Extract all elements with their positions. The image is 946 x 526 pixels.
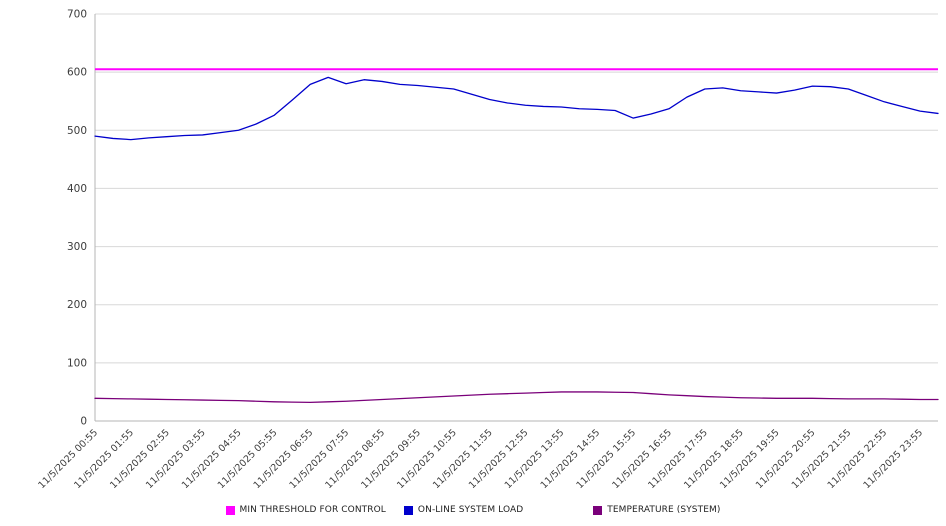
- legend-item-system-load: ON-LINE SYSTEM LOAD: [403, 505, 524, 515]
- legend-item-threshold: MIN THRESHOLD FOR CONTROL: [225, 505, 386, 515]
- y-tick-label-700: 700: [67, 9, 87, 21]
- legend-swatch-threshold: [225, 505, 235, 515]
- x-tick-label-0: 11/5/2025 00:55: [36, 427, 100, 491]
- series-line-0: [94, 76, 939, 141]
- legend-swatch-temperature: [593, 505, 603, 515]
- chart-legend: MIN THRESHOLD FOR CONTROL ON-LINE SYSTEM…: [0, 500, 946, 520]
- series-line-1: [94, 391, 939, 404]
- legend-item-temperature: TEMPERATURE (SYSTEM): [593, 505, 720, 515]
- y-tick-label-0: 0: [80, 416, 87, 428]
- legend-label-system-load: ON-LINE SYSTEM LOAD: [417, 505, 524, 515]
- y-tick-label-400: 400: [67, 183, 87, 195]
- y-tick-label-600: 600: [67, 67, 87, 79]
- y-tick-label-300: 300: [67, 241, 87, 253]
- legend-label-threshold: MIN THRESHOLD FOR CONTROL: [239, 505, 386, 515]
- y-tick-label-100: 100: [67, 357, 87, 369]
- y-tick-label-200: 200: [67, 299, 87, 311]
- y-tick-label-500: 500: [67, 125, 87, 137]
- legend-swatch-system-load: [403, 505, 413, 515]
- legend-label-temperature: TEMPERATURE (SYSTEM): [607, 505, 721, 515]
